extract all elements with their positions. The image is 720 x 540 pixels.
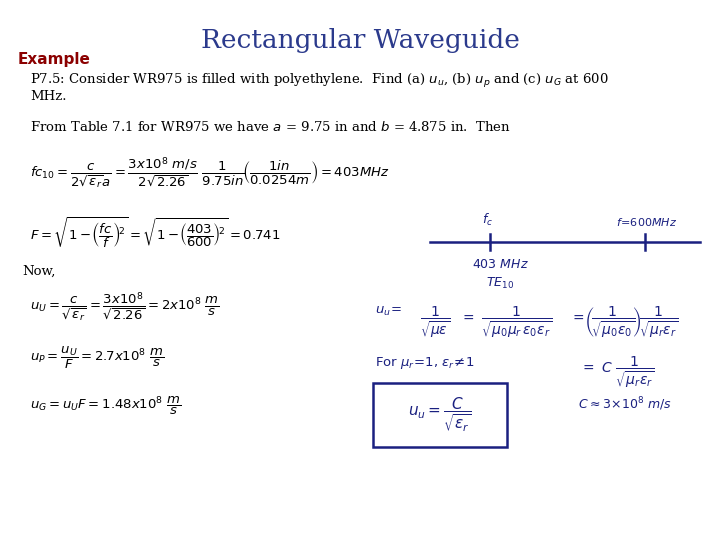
Text: $=\ C\ \dfrac{1}{\sqrt{\mu_r\varepsilon_r}}$: $=\ C\ \dfrac{1}{\sqrt{\mu_r\varepsilon_… (580, 355, 654, 390)
Text: $f\!=\!600MHz$: $f\!=\!600MHz$ (616, 216, 678, 228)
Text: $u_U = \dfrac{c}{\sqrt{\varepsilon_r}} = \dfrac{3x10^8}{\sqrt{2.26}} = 2x10^8\ \: $u_U = \dfrac{c}{\sqrt{\varepsilon_r}} =… (30, 290, 220, 324)
Text: $fc_{10} = \dfrac{c}{2\sqrt{\varepsilon_r}a} = \dfrac{3x10^8\ m/s}{2\sqrt{2.26}}: $fc_{10} = \dfrac{c}{2\sqrt{\varepsilon_… (30, 155, 390, 191)
FancyBboxPatch shape (373, 383, 507, 447)
Text: $u_P = \dfrac{u_U}{F} = 2.7x10^8\ \dfrac{m}{s}$: $u_P = \dfrac{u_U}{F} = 2.7x10^8\ \dfrac… (30, 345, 164, 371)
Text: $F = \sqrt{1-\!\left(\dfrac{fc}{f}\right)^{\!2}} = \sqrt{1-\!\left(\dfrac{403}{6: $F = \sqrt{1-\!\left(\dfrac{fc}{f}\right… (30, 215, 281, 250)
Text: $TE_{10}$: $TE_{10}$ (486, 276, 514, 291)
Text: P7.5: Consider WR975 is filled with polyethylene.  Find (a) $u_u$, (b) $u_p$ and: P7.5: Consider WR975 is filled with poly… (30, 72, 608, 90)
Text: From Table 7.1 for WR975 we have $a$ = 9.75 in and $b$ = 4.875 in.  Then: From Table 7.1 for WR975 we have $a$ = 9… (30, 120, 510, 134)
Text: $u_u = \dfrac{C}{\sqrt{\varepsilon_r}}$: $u_u = \dfrac{C}{\sqrt{\varepsilon_r}}$ (408, 396, 472, 434)
Text: $C \approx 3\!\times\!10^8\ m/s$: $C \approx 3\!\times\!10^8\ m/s$ (578, 395, 672, 413)
Text: Example: Example (18, 52, 91, 67)
Text: $403\ MHz$: $403\ MHz$ (472, 258, 528, 271)
Text: $=\!\left(\!\dfrac{1}{\sqrt{\mu_0\varepsilon_0}}\!\right)\!\dfrac{1}{\sqrt{\mu_r: $=\!\left(\!\dfrac{1}{\sqrt{\mu_0\vareps… (570, 305, 678, 340)
Text: $\dfrac{1}{\sqrt{\mu\varepsilon}}$: $\dfrac{1}{\sqrt{\mu\varepsilon}}$ (420, 305, 450, 340)
Text: $f_c$: $f_c$ (482, 212, 493, 228)
Text: $=\ \dfrac{1}{\sqrt{\mu_0\mu_r\,\varepsilon_0\varepsilon_r}}$: $=\ \dfrac{1}{\sqrt{\mu_0\mu_r\,\varepsi… (460, 305, 552, 340)
Text: $u_u\!=\!\!$: $u_u\!=\!\!$ (375, 305, 402, 318)
Text: Now,: Now, (22, 265, 55, 278)
Text: $u_G = u_U F = 1.48x10^8\ \dfrac{m}{s}$: $u_G = u_U F = 1.48x10^8\ \dfrac{m}{s}$ (30, 395, 181, 417)
Text: MHz.: MHz. (30, 90, 66, 103)
Text: For $\mu_r\!=\!1$, $\varepsilon_r\!\neq\!1$: For $\mu_r\!=\!1$, $\varepsilon_r\!\neq\… (375, 355, 474, 371)
Text: Rectangular Waveguide: Rectangular Waveguide (201, 28, 519, 53)
